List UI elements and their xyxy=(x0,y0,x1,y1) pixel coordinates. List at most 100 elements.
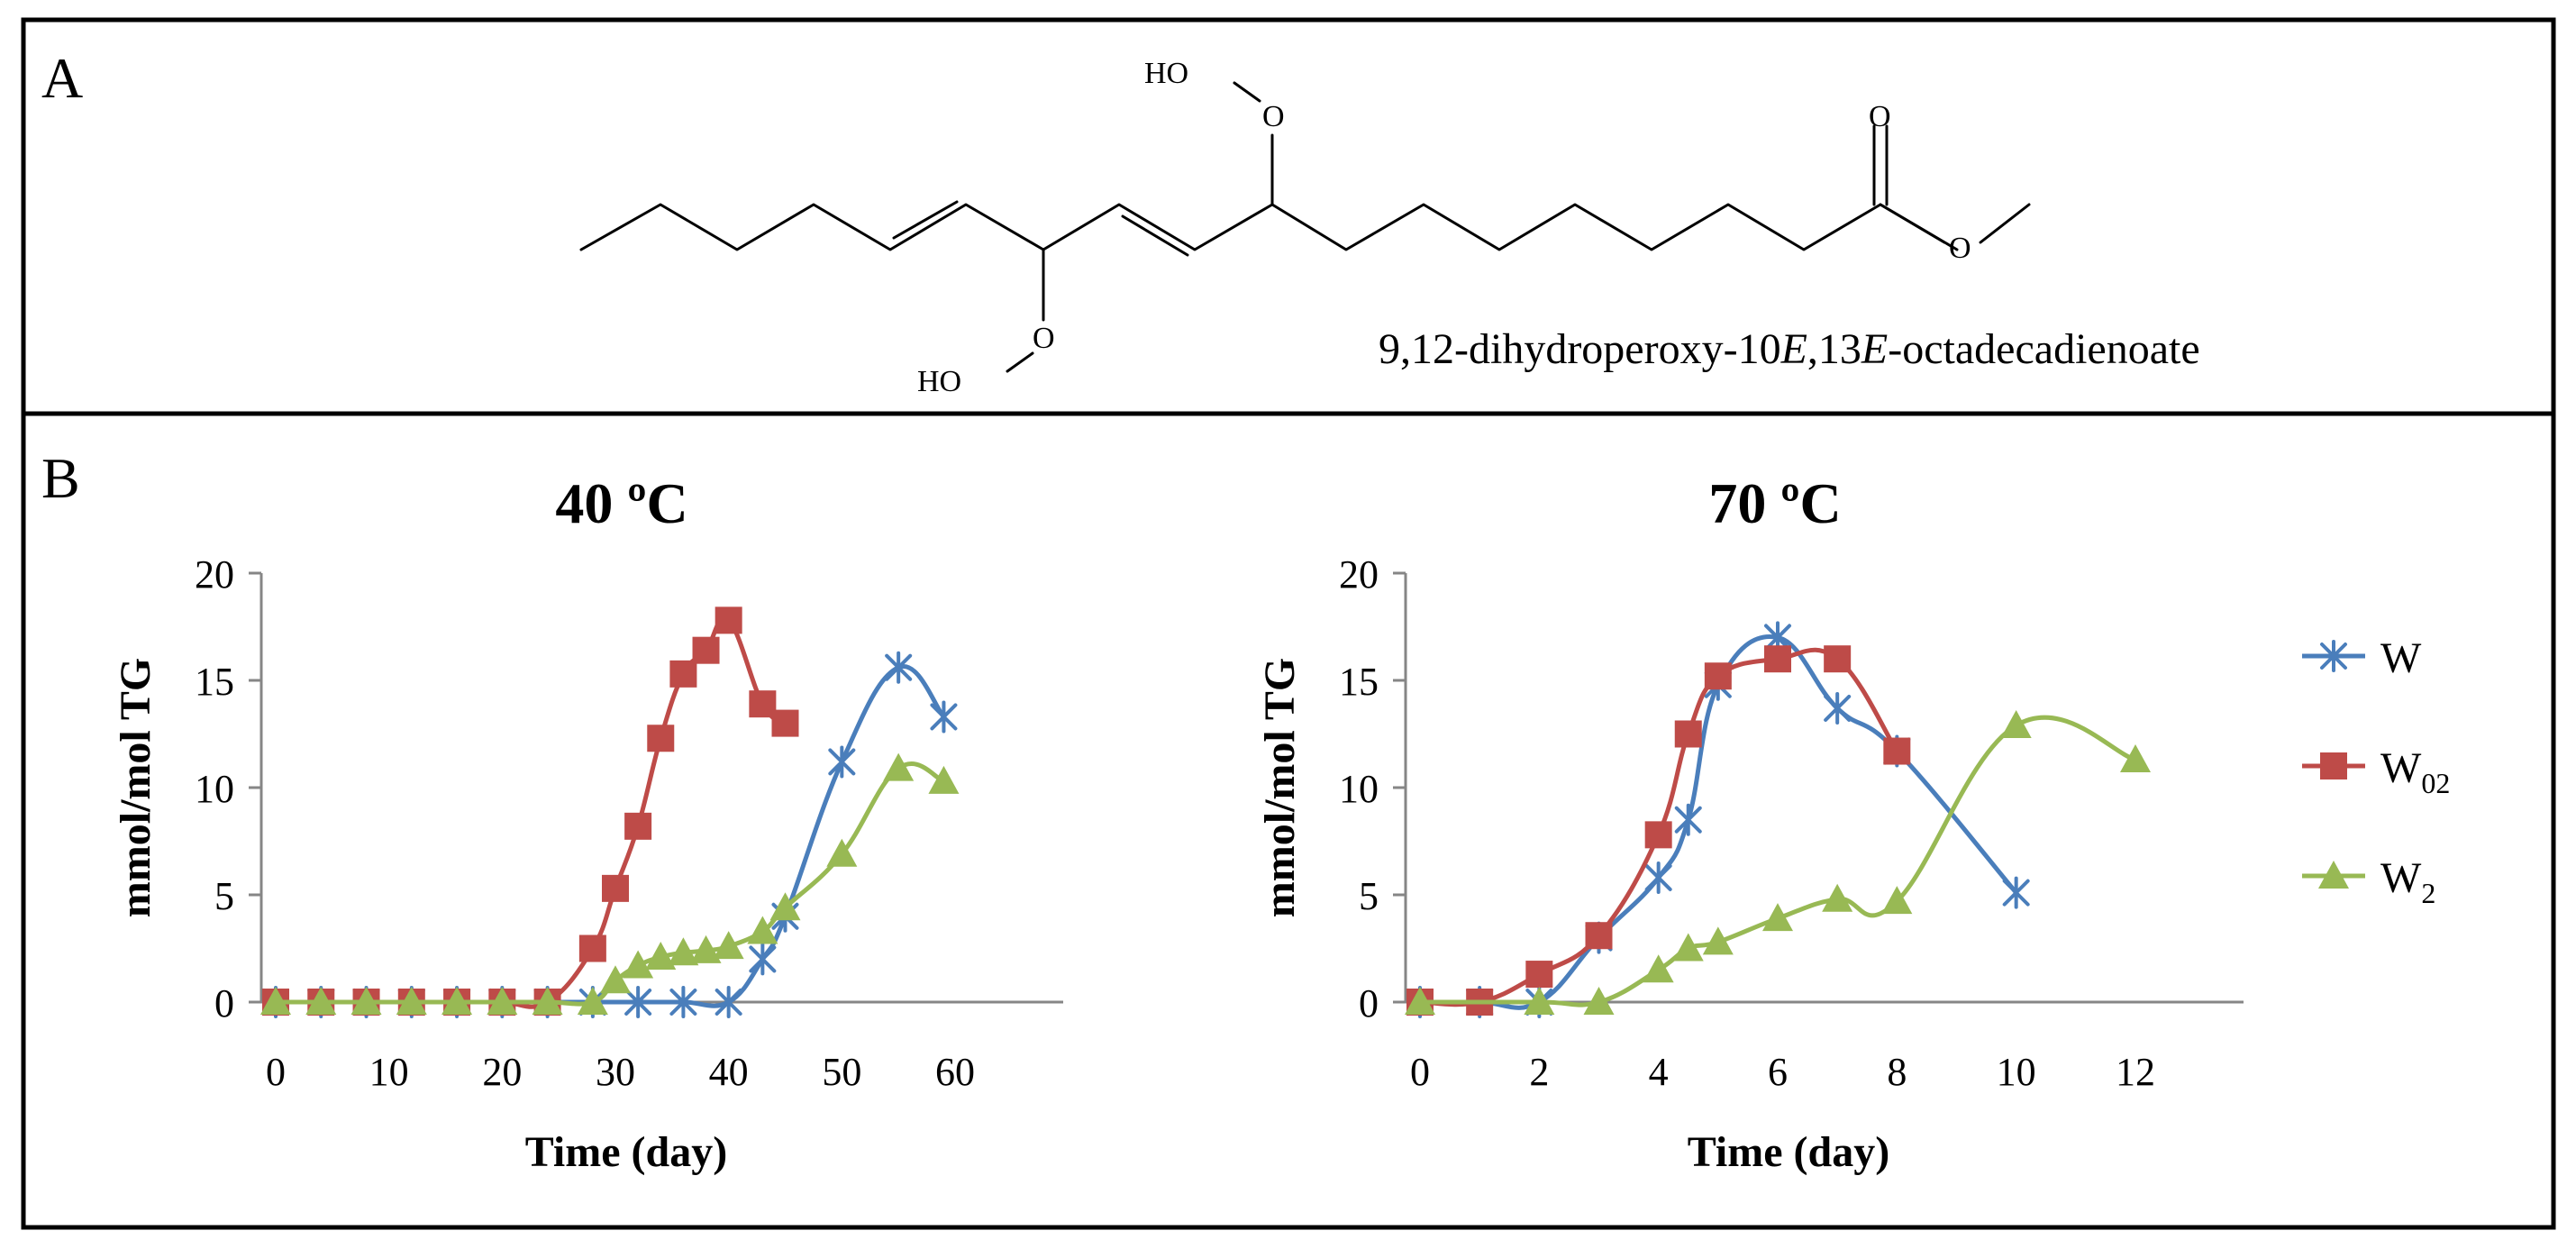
x-axis-label: Time (day) xyxy=(1688,1128,1889,1176)
series-line-W02 xyxy=(1419,647,1899,1007)
data-point-W02 xyxy=(771,709,799,737)
data-point-W2 xyxy=(690,934,722,963)
atom-o-ester: O xyxy=(1949,232,1971,265)
data-point-W xyxy=(1674,803,1702,836)
data-point-W02 xyxy=(1644,821,1672,849)
atom-ho-top: HO xyxy=(1144,57,1188,90)
x-tick-label: 8 xyxy=(1887,1050,1907,1094)
x-tick-label: 60 xyxy=(935,1050,975,1094)
data-point-W2 xyxy=(487,987,518,1015)
x-axis-label: Time (day) xyxy=(525,1128,727,1176)
data-point-W2 xyxy=(1524,987,1555,1015)
data-point-W2 xyxy=(928,765,960,794)
data-point-W2 xyxy=(826,838,858,867)
data-point-W02 xyxy=(1764,645,1791,673)
legend-label: W02 xyxy=(2380,744,2450,799)
data-point-W2 xyxy=(747,916,778,944)
data-point-W2 xyxy=(305,987,337,1015)
data-point-W2 xyxy=(1405,987,1435,1015)
data-point-W2 xyxy=(769,892,801,921)
legend-item-W: W xyxy=(2302,634,2422,682)
compound-name-part: E xyxy=(1780,325,1807,373)
data-point-W02 xyxy=(1883,737,1911,765)
atom-o-top: O xyxy=(1262,100,1285,133)
atom-labels: HO O O HO O O xyxy=(917,57,1971,398)
atom-o-bottom: O xyxy=(1033,322,1055,355)
data-point-W2 xyxy=(350,987,382,1015)
series-line-W xyxy=(276,664,946,1008)
y-tick-label: 5 xyxy=(214,874,234,918)
x-tick-label: 0 xyxy=(1410,1050,1430,1094)
chart-70c: 70 ºC 0 5 10 15 20 0 2 4 6 8 10 12 Time (day) mmol/mol… xyxy=(1256,471,2244,1176)
legend-label: W2 xyxy=(2380,854,2435,909)
y-tick-label: 0 xyxy=(214,981,234,1026)
data-point-W2 xyxy=(2120,744,2151,773)
data-point-W2 xyxy=(1672,933,1704,962)
o-oh-bond-top xyxy=(1233,81,1261,103)
data-point-W xyxy=(930,700,958,734)
data-point-W2 xyxy=(713,931,744,960)
legend-marker xyxy=(2318,861,2349,889)
data-point-W xyxy=(749,943,777,976)
series-W2 xyxy=(1405,709,2151,1015)
compound-name: 9,12-dihydroperoxy-10E,13E-octadecadieno… xyxy=(1379,325,2200,373)
series-W2 xyxy=(260,752,960,1015)
panel-b-frame xyxy=(21,411,2556,1230)
data-point-W02 xyxy=(1824,645,1852,673)
y-axis-label: mmol/mol TG xyxy=(1256,658,1304,917)
chart-40c: 40 ºC 0 5 10 15 20 0 10 20 30 40 50 60 Time (day) mmol… xyxy=(112,471,1063,1176)
x-tick-label: 30 xyxy=(596,1050,635,1094)
panel-b-label: B xyxy=(41,446,80,510)
panel-a-label: A xyxy=(41,46,83,110)
ester-chain xyxy=(1879,203,1946,244)
data-point-W xyxy=(1644,861,1672,894)
data-point-W2 xyxy=(260,987,291,1015)
chemical-structure xyxy=(579,81,2031,373)
data-point-W2 xyxy=(1583,987,1615,1015)
x-tick-label: 0 xyxy=(266,1050,286,1094)
data-point-W2 xyxy=(1762,903,1793,932)
data-point-W xyxy=(669,986,697,1018)
y-tick-label: 10 xyxy=(1339,767,1379,811)
y-tick-label: 20 xyxy=(1339,552,1379,597)
data-point-W2 xyxy=(883,752,915,781)
compound-name-part: 9,12-dihydroperoxy-10 xyxy=(1379,325,1781,373)
data-point-W02 xyxy=(602,874,629,902)
legend-label-base: W xyxy=(2380,854,2422,902)
y-tick-label: 20 xyxy=(195,552,234,597)
data-point-W2 xyxy=(396,987,427,1015)
x-tick-label: 20 xyxy=(482,1050,522,1094)
data-point-W2 xyxy=(1702,926,1734,955)
data-point-W02 xyxy=(715,606,742,634)
y-tick-label: 15 xyxy=(1339,660,1379,704)
compound-name-part: E xyxy=(1861,325,1888,373)
double-bond-10e xyxy=(892,200,959,240)
methyl-bond xyxy=(1979,203,2031,244)
double-bond-13e xyxy=(1121,214,1189,257)
data-point-W2 xyxy=(532,987,563,1015)
x-tick-label: 2 xyxy=(1529,1050,1549,1094)
data-point-W02 xyxy=(1704,662,1732,690)
series-W xyxy=(262,651,958,1018)
legend-label: W xyxy=(2380,634,2422,682)
chart-title: 40 ºC xyxy=(555,471,687,535)
data-point-W xyxy=(828,745,856,779)
series-W02 xyxy=(1406,645,1911,1016)
data-point-W2 xyxy=(2000,709,2032,738)
data-point-W02 xyxy=(578,934,606,962)
carbon-skeleton xyxy=(579,203,1959,251)
data-point-W2 xyxy=(600,965,631,994)
data-point-W2 xyxy=(645,942,677,971)
legend-label-base: W xyxy=(2380,744,2422,792)
data-point-W02 xyxy=(624,812,652,840)
y-tick-label: 5 xyxy=(1359,874,1379,918)
x-tick-label: 40 xyxy=(709,1050,749,1094)
compound-name-part: ,13 xyxy=(1807,325,1861,373)
data-point-W02 xyxy=(692,636,720,664)
data-point-W02 xyxy=(1674,720,1702,748)
x-tick-label: 4 xyxy=(1649,1050,1669,1094)
x-tick-label: 50 xyxy=(822,1050,861,1094)
legend-label-base: W xyxy=(2380,634,2422,682)
legend-marker xyxy=(2320,640,2347,672)
